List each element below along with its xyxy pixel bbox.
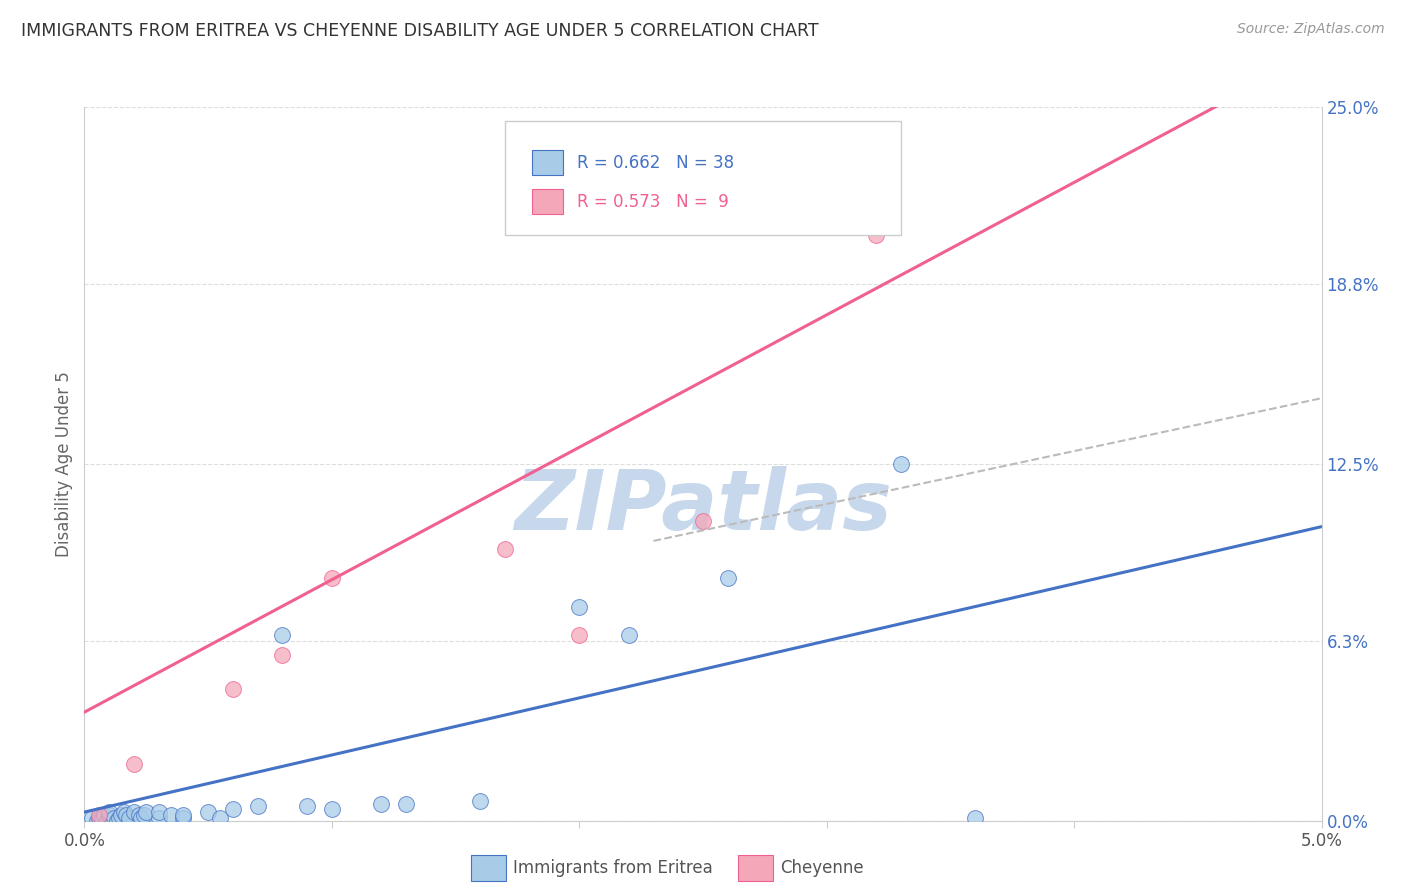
Point (129, 811, 152, 825)
Point (865, 228, 887, 243)
Point (115, 808, 138, 822)
Point (209, 811, 232, 825)
FancyBboxPatch shape (505, 121, 901, 235)
Point (105, 814, 128, 828)
Text: R = 0.573   N =  9: R = 0.573 N = 9 (576, 193, 728, 211)
Point (717, 571, 740, 585)
Point (692, 514, 714, 528)
Point (128, 808, 150, 822)
Point (617, 628, 640, 642)
Point (112, 805, 135, 819)
FancyBboxPatch shape (533, 150, 564, 175)
Point (89, 808, 111, 822)
Point (132, 808, 155, 822)
Point (103, 811, 125, 825)
Point (197, 805, 219, 819)
Point (965, 811, 987, 825)
Point (494, 542, 516, 557)
Point (172, 808, 194, 822)
Point (160, 808, 183, 822)
Point (89, 811, 111, 825)
Point (98, 805, 121, 819)
Text: Cheyenne: Cheyenne (780, 859, 863, 877)
Point (86, 814, 108, 828)
Point (271, 648, 294, 662)
Text: IMMIGRANTS FROM ERITREA VS CHEYENNE DISABILITY AGE UNDER 5 CORRELATION CHART: IMMIGRANTS FROM ERITREA VS CHEYENNE DISA… (21, 22, 818, 40)
Point (222, 802, 245, 816)
Point (108, 811, 131, 825)
Point (295, 799, 318, 814)
Point (321, 802, 343, 816)
Point (370, 797, 392, 811)
Point (122, 756, 145, 771)
Y-axis label: Disability Age Under 5: Disability Age Under 5 (55, 371, 73, 557)
Point (246, 799, 269, 814)
Text: R = 0.662   N = 38: R = 0.662 N = 38 (576, 153, 734, 171)
Point (98, 808, 121, 822)
Point (321, 571, 343, 585)
Point (271, 628, 294, 642)
FancyBboxPatch shape (533, 189, 564, 214)
Point (568, 599, 591, 614)
Point (890, 457, 912, 471)
Point (568, 628, 591, 642)
Point (80, 811, 103, 825)
Point (110, 808, 132, 822)
Point (148, 811, 170, 825)
Text: Source: ZipAtlas.com: Source: ZipAtlas.com (1237, 22, 1385, 37)
Point (96, 814, 118, 828)
Point (118, 811, 141, 825)
Point (148, 805, 170, 819)
Text: Immigrants from Eritrea: Immigrants from Eritrea (513, 859, 713, 877)
Point (90, 811, 112, 825)
Point (172, 811, 194, 825)
Point (395, 797, 418, 811)
Point (135, 805, 157, 819)
Point (122, 805, 145, 819)
Point (470, 794, 492, 808)
Text: ZIPatlas: ZIPatlas (515, 467, 891, 547)
Point (93, 808, 115, 822)
Point (222, 682, 245, 697)
